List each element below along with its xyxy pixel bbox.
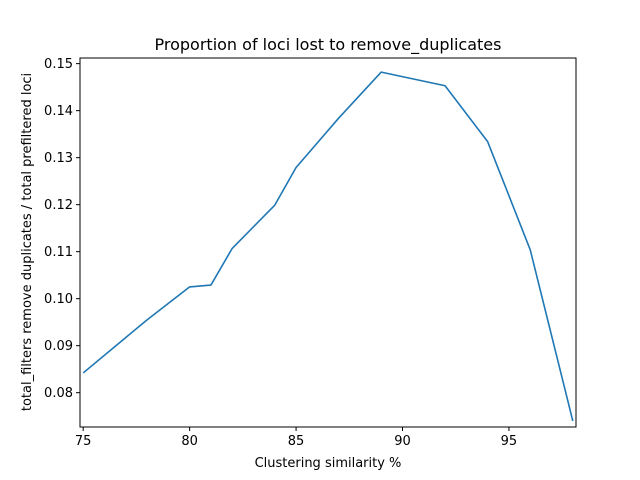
x-tick-label: 85 xyxy=(288,434,305,449)
y-tick-label: 0.08 xyxy=(44,386,73,401)
x-axis-label: Clustering similarity % xyxy=(255,456,402,471)
plot-frame xyxy=(79,57,577,428)
x-tick-label: 90 xyxy=(394,434,411,449)
y-tick-label: 0.11 xyxy=(44,245,73,260)
y-tick-label: 0.10 xyxy=(44,292,73,307)
y-tick-label: 0.09 xyxy=(44,339,73,354)
x-tick-label: 95 xyxy=(501,434,518,449)
y-tick-label: 0.12 xyxy=(44,198,73,213)
series-line xyxy=(82,71,574,422)
y-tick-label: 0.13 xyxy=(44,151,73,166)
y-tick-label: 0.14 xyxy=(44,104,73,119)
y-tick-label: 0.15 xyxy=(44,57,73,72)
series-line-group xyxy=(82,71,574,422)
y-axis-ticks: 0.08 0.09 0.10 0.11 0.12 0.13 0.14 0.15 xyxy=(44,57,80,401)
x-tick-label: 75 xyxy=(75,434,92,449)
y-axis-label: total_filters remove duplicates / total … xyxy=(20,73,35,411)
x-axis-ticks: 75 80 85 90 95 xyxy=(75,427,517,449)
chart-title: Proportion of loci lost to remove_duplic… xyxy=(155,35,502,55)
x-tick-label: 80 xyxy=(181,434,198,449)
